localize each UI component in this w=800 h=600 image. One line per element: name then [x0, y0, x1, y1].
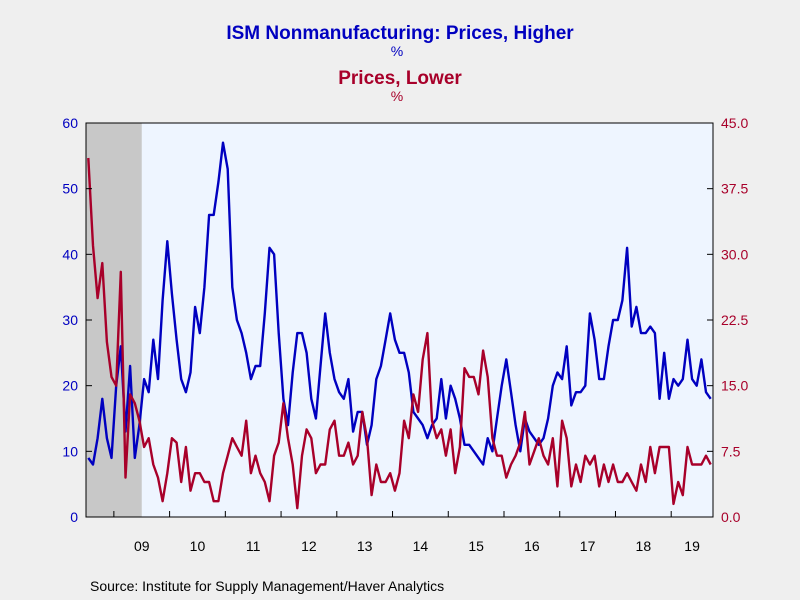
x-tick-label: 10 — [190, 538, 206, 554]
x-tick-label: 12 — [301, 538, 317, 554]
x-tick-label: 17 — [580, 538, 596, 554]
chart-title-lower-unit: % — [391, 88, 403, 104]
axis-layer: 0 10 20 30 40 50 60 0.0 7.5 15.0 22.5 30.0 37.5 45.0 0… — [62, 115, 748, 554]
chart-title-lower: Prices, Lower — [338, 68, 462, 89]
x-tick-label: 14 — [413, 538, 429, 554]
y-right-tick-label: 7.5 — [721, 443, 741, 459]
x-tick-label: 18 — [636, 538, 652, 554]
y-left-tick-label: 0 — [70, 509, 78, 525]
y-left-tick-label: 20 — [62, 378, 78, 394]
series-layer — [87, 141, 712, 510]
y-left-tick-label: 10 — [62, 443, 78, 459]
chart-title-higher: ISM Nonmanufacturing: Prices, Higher — [226, 23, 574, 44]
y-left-tick-label: 30 — [62, 312, 78, 328]
x-tick-label: 15 — [468, 538, 484, 554]
series-line-lower — [87, 157, 712, 510]
y-left-tick-label: 40 — [62, 246, 78, 262]
series-line-higher — [87, 141, 712, 466]
x-tick-label: 09 — [134, 538, 150, 554]
x-tick-label: 13 — [357, 538, 373, 554]
y-right-tick-label: 22.5 — [721, 312, 748, 328]
y-right-tick-label: 30.0 — [721, 246, 748, 262]
y-right-tick-label: 37.5 — [721, 181, 748, 197]
x-tick-label: 16 — [524, 538, 540, 554]
y-left-tick-label: 50 — [62, 181, 78, 197]
x-tick-label: 19 — [684, 538, 700, 554]
x-tick-label: 11 — [246, 538, 261, 554]
chart-title-higher-unit: % — [391, 43, 403, 59]
y-right-tick-label: 45.0 — [721, 115, 748, 131]
y-left-tick-label: 60 — [62, 115, 78, 131]
source-note: Source: Institute for Supply Management/… — [90, 578, 444, 594]
plot-area — [86, 123, 713, 517]
y-right-tick-label: 15.0 — [721, 378, 748, 394]
y-right-tick-label: 0.0 — [721, 509, 741, 525]
